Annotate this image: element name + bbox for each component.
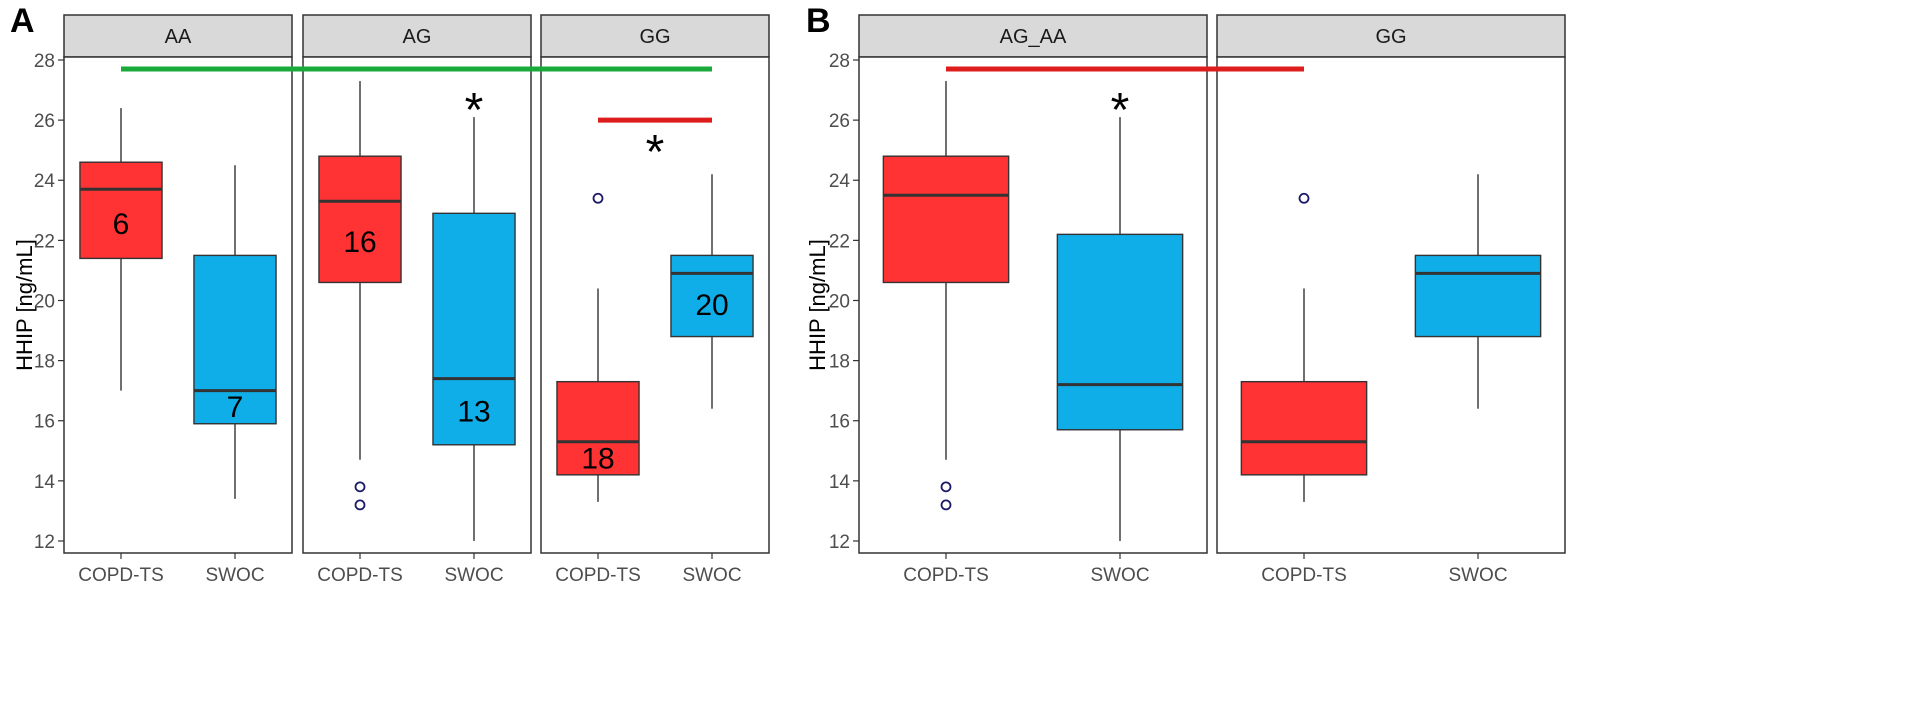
facet-strip — [63, 14, 293, 58]
facet-strip — [540, 14, 770, 58]
y-axis-title: HHIP [ng/mL] — [12, 239, 37, 371]
box-swoc — [1414, 174, 1542, 409]
box-copd-ts: 6 — [79, 108, 163, 391]
box-count-label: 16 — [343, 226, 376, 259]
y-tick-label: 18 — [34, 352, 55, 373]
outlier-point — [940, 499, 952, 511]
y-tick-label: 16 — [34, 412, 55, 433]
x-tick-label: COPD-TS — [1261, 565, 1347, 586]
y-tick-label: 14 — [829, 472, 851, 493]
facet-strip-label: AG_AA — [1000, 26, 1067, 48]
box-swoc: 20 — [670, 174, 754, 409]
box-count-label: 7 — [227, 391, 244, 424]
y-tick-label: 12 — [34, 532, 55, 553]
x-tick-label: COPD-TS — [555, 565, 641, 586]
y-tick-label: 18 — [829, 352, 850, 373]
box-iqr — [1414, 254, 1542, 338]
box-count-label: 6 — [113, 208, 130, 241]
x-tick-label: SWOC — [1448, 565, 1507, 586]
box-count-label: 13 — [457, 396, 490, 429]
y-tick-label: 14 — [34, 472, 56, 493]
box-count-label: 20 — [695, 289, 728, 322]
outlier-point — [592, 192, 604, 204]
facet-strip — [1216, 14, 1566, 58]
y-tick-label: 22 — [829, 231, 850, 252]
box-iqr — [1056, 233, 1184, 431]
facet-aa: AA 6 COPD-TS 7 SWOC — [63, 14, 293, 586]
outlier-point — [940, 481, 952, 493]
y-tick-label: 28 — [829, 51, 850, 72]
x-tick-label: SWOC — [1090, 565, 1149, 586]
y-axis-title: HHIP [ng/mL] — [805, 239, 830, 371]
facet-gg: GG COPD-TS SWOC — [1216, 14, 1566, 586]
box-swoc: 7 — [193, 165, 277, 499]
box-iqr — [882, 155, 1010, 284]
panel-a: A HHIP [ng/mL] 12 14 16 18 20 22 24 26 28 AA 6 COPD-T… — [10, 2, 770, 586]
x-tick-label: COPD-TS — [903, 565, 989, 586]
outlier-point — [1298, 192, 1310, 204]
y-tick-label: 12 — [829, 532, 850, 553]
facet-strip — [302, 14, 532, 58]
box-iqr — [556, 380, 640, 476]
panel-letter: B — [806, 2, 831, 40]
x-tick-label: SWOC — [682, 565, 741, 586]
y-tick-label: 26 — [34, 111, 55, 132]
facet-strip — [858, 14, 1208, 58]
y-tick-label: 20 — [829, 291, 850, 312]
box-copd-ts: 18 — [556, 192, 640, 502]
box-copd-ts: 16 — [318, 81, 402, 511]
significance-star: * — [465, 84, 484, 137]
facet-ag: AG 16 COPD-TS 13 SWOC — [302, 14, 532, 586]
facet-strip-label: GG — [1375, 26, 1406, 48]
box-iqr — [79, 161, 163, 260]
y-tick-label: 22 — [34, 231, 55, 252]
box-iqr — [318, 155, 402, 284]
box-iqr — [193, 254, 277, 425]
box-count-label: 18 — [581, 442, 614, 475]
y-tick-label: 24 — [34, 171, 56, 192]
y-tick-label: 20 — [34, 291, 55, 312]
x-tick-label: SWOC — [444, 565, 503, 586]
y-tick-label: 24 — [829, 171, 851, 192]
x-tick-label: SWOC — [205, 565, 264, 586]
facet-ag_aa: AG_AA COPD-TS SWOC — [858, 14, 1208, 586]
box-copd-ts — [882, 81, 1010, 511]
facet-strip-label: AG — [403, 26, 432, 48]
plot-layer: A HHIP [ng/mL] 12 14 16 18 20 22 24 26 28 AA 6 COPD-T… — [10, 2, 1566, 586]
y-tick-label: 28 — [34, 51, 55, 72]
box-iqr — [670, 254, 754, 338]
box-swoc: 13 — [432, 117, 516, 541]
x-tick-label: COPD-TS — [78, 565, 164, 586]
box-iqr — [1240, 380, 1368, 476]
box-copd-ts — [1240, 192, 1368, 502]
panel-b: B HHIP [ng/mL] 12 14 16 18 20 22 24 26 28 AG_AA COPD… — [805, 2, 1566, 586]
outlier-point — [354, 499, 366, 511]
outlier-point — [354, 481, 366, 493]
facet-strip-label: GG — [639, 26, 670, 48]
box-iqr — [432, 212, 516, 446]
facet-gg: GG 18 COPD-TS 20 SWOC — [540, 14, 770, 586]
x-tick-label: COPD-TS — [317, 565, 403, 586]
significance-star: * — [646, 126, 665, 179]
y-tick-label: 26 — [829, 111, 850, 132]
significance-star: * — [1111, 84, 1130, 137]
box-swoc — [1056, 117, 1184, 541]
panel-letter: A — [10, 2, 35, 40]
facet-strip-label: AA — [165, 26, 192, 48]
y-tick-label: 16 — [829, 412, 850, 433]
